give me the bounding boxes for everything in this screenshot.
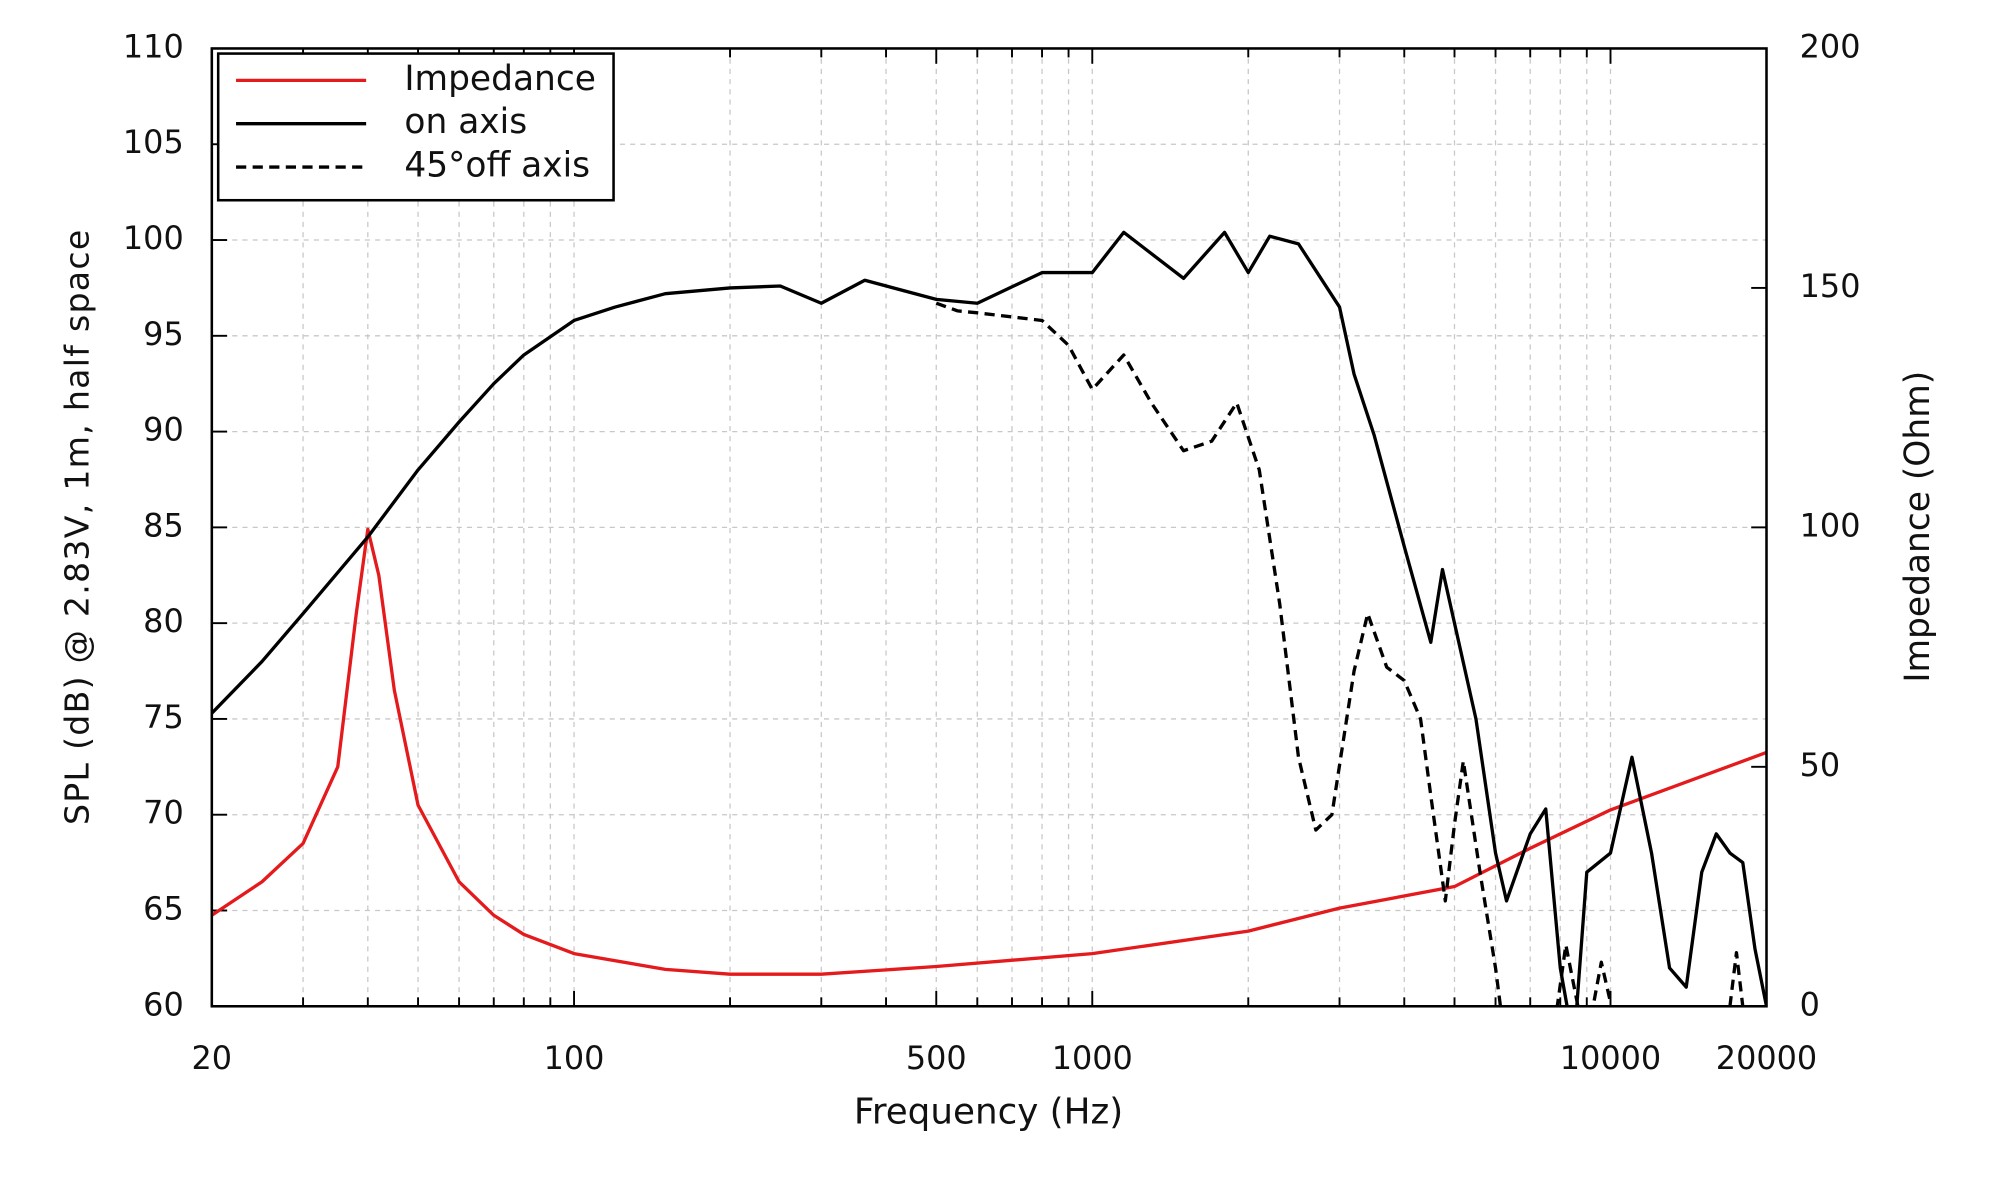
x-tick-label: 1000 xyxy=(1052,1039,1133,1077)
x-axis-label: Frequency (Hz) xyxy=(854,1091,1123,1132)
plot-frame xyxy=(210,47,1768,1008)
series-line xyxy=(211,527,1767,976)
y2-tick-label: 100 xyxy=(1800,506,1861,544)
legend-box xyxy=(216,52,615,202)
y2-tick-label: 50 xyxy=(1800,746,1841,784)
plot-area xyxy=(211,230,1767,1007)
legend-label: on axis xyxy=(404,102,527,142)
y-tick-label: 70 xyxy=(143,794,184,832)
series-line xyxy=(211,230,1767,1007)
x-tick-label: 500 xyxy=(906,1039,967,1077)
y-tick-label: 90 xyxy=(143,411,184,449)
y2-tick-label: 0 xyxy=(1800,985,1820,1023)
y-tick-label: 100 xyxy=(123,219,184,257)
y2-axis-label: Impedance (Ohm) xyxy=(1898,371,1938,683)
y-tick-label: 60 xyxy=(143,985,184,1023)
y-tick-label: 105 xyxy=(123,123,184,161)
x-tick-label: 20000 xyxy=(1716,1039,1817,1077)
legend-label: 45°off axis xyxy=(404,146,590,186)
y-axis-label: SPL (dB) @ 2.83V, 1m, half space xyxy=(58,228,97,825)
y-tick-label: 110 xyxy=(123,27,184,65)
y-tick-label: 85 xyxy=(143,506,184,544)
y-tick-label: 80 xyxy=(143,602,184,640)
y2-tick-label: 150 xyxy=(1800,267,1861,305)
y-tick-label: 75 xyxy=(143,698,184,736)
x-tick-label: 100 xyxy=(544,1039,605,1077)
x-tick-label: 20 xyxy=(192,1039,233,1077)
y-tick-label: 95 xyxy=(143,315,184,353)
x-tick-label: 10000 xyxy=(1560,1039,1661,1077)
legend-label: Impedance xyxy=(404,59,596,99)
y-tick-label: 65 xyxy=(143,889,184,927)
y2-tick-label: 200 xyxy=(1800,27,1861,65)
